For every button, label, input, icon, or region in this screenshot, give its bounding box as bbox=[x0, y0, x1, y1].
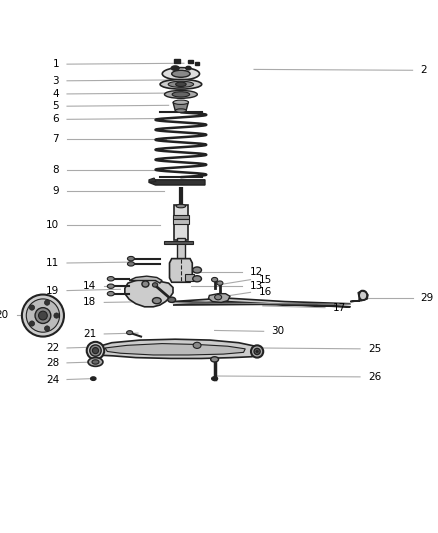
Bar bbox=[174, 205, 188, 240]
Ellipse shape bbox=[45, 300, 50, 305]
Text: 15: 15 bbox=[258, 274, 272, 285]
Ellipse shape bbox=[127, 262, 134, 266]
Ellipse shape bbox=[186, 66, 191, 70]
Polygon shape bbox=[149, 180, 205, 185]
Text: 28: 28 bbox=[46, 358, 59, 368]
Text: 24: 24 bbox=[46, 375, 59, 384]
Ellipse shape bbox=[29, 321, 35, 326]
Text: 13: 13 bbox=[250, 281, 263, 291]
Ellipse shape bbox=[107, 284, 114, 288]
Ellipse shape bbox=[107, 277, 114, 281]
Ellipse shape bbox=[142, 281, 149, 287]
Text: 14: 14 bbox=[83, 281, 96, 291]
Ellipse shape bbox=[256, 350, 258, 353]
Text: 26: 26 bbox=[368, 372, 381, 382]
Ellipse shape bbox=[29, 305, 35, 310]
Ellipse shape bbox=[176, 82, 186, 86]
Polygon shape bbox=[173, 102, 188, 110]
Text: 7: 7 bbox=[53, 134, 59, 144]
Ellipse shape bbox=[127, 256, 134, 261]
Ellipse shape bbox=[168, 297, 176, 302]
Ellipse shape bbox=[164, 91, 197, 98]
Ellipse shape bbox=[193, 267, 201, 273]
Text: 10: 10 bbox=[46, 220, 59, 230]
Ellipse shape bbox=[39, 311, 47, 320]
Text: 8: 8 bbox=[53, 165, 59, 175]
Text: 4: 4 bbox=[53, 89, 59, 99]
Ellipse shape bbox=[91, 377, 96, 381]
Text: 2: 2 bbox=[420, 65, 427, 75]
Bar bbox=[185, 274, 194, 281]
Ellipse shape bbox=[92, 348, 99, 354]
Ellipse shape bbox=[212, 278, 218, 282]
Ellipse shape bbox=[172, 70, 190, 77]
Ellipse shape bbox=[171, 66, 179, 70]
Polygon shape bbox=[350, 290, 368, 302]
Bar bbox=[173, 219, 189, 224]
Text: 6: 6 bbox=[53, 115, 59, 124]
Text: 21: 21 bbox=[83, 329, 96, 339]
Polygon shape bbox=[149, 178, 156, 182]
Ellipse shape bbox=[215, 295, 222, 300]
Text: 3: 3 bbox=[53, 76, 59, 86]
Ellipse shape bbox=[172, 92, 190, 97]
Text: 19: 19 bbox=[46, 286, 59, 296]
Text: 16: 16 bbox=[258, 287, 272, 297]
Polygon shape bbox=[95, 339, 257, 359]
Ellipse shape bbox=[193, 276, 201, 282]
Text: 22: 22 bbox=[46, 343, 59, 353]
Bar bbox=[173, 215, 189, 219]
Text: 1: 1 bbox=[53, 59, 59, 69]
Text: 25: 25 bbox=[368, 344, 381, 354]
Ellipse shape bbox=[251, 345, 263, 358]
Polygon shape bbox=[125, 279, 173, 307]
Ellipse shape bbox=[45, 326, 50, 331]
Bar bbox=[195, 62, 199, 65]
Polygon shape bbox=[208, 294, 230, 302]
Ellipse shape bbox=[162, 68, 199, 80]
Ellipse shape bbox=[87, 342, 104, 359]
Ellipse shape bbox=[88, 358, 103, 366]
Ellipse shape bbox=[168, 81, 194, 87]
Ellipse shape bbox=[254, 349, 260, 354]
Text: 17: 17 bbox=[333, 303, 346, 313]
Polygon shape bbox=[164, 241, 193, 244]
Ellipse shape bbox=[193, 342, 201, 349]
Ellipse shape bbox=[22, 295, 64, 336]
Ellipse shape bbox=[217, 281, 223, 285]
Ellipse shape bbox=[92, 360, 99, 364]
Ellipse shape bbox=[212, 377, 218, 381]
Text: 5: 5 bbox=[53, 101, 59, 111]
Text: 20: 20 bbox=[0, 310, 9, 320]
Ellipse shape bbox=[152, 282, 158, 287]
Ellipse shape bbox=[107, 292, 114, 296]
Ellipse shape bbox=[152, 297, 161, 304]
Ellipse shape bbox=[54, 313, 59, 318]
Text: 9: 9 bbox=[53, 186, 59, 196]
Bar bbox=[174, 59, 180, 63]
Ellipse shape bbox=[26, 299, 60, 332]
Polygon shape bbox=[105, 344, 245, 355]
Ellipse shape bbox=[127, 330, 133, 335]
Bar bbox=[177, 238, 185, 271]
Ellipse shape bbox=[175, 109, 186, 112]
Text: 30: 30 bbox=[272, 326, 285, 336]
Text: 29: 29 bbox=[420, 293, 434, 303]
Ellipse shape bbox=[173, 100, 188, 104]
Ellipse shape bbox=[160, 79, 201, 89]
Text: 18: 18 bbox=[83, 297, 96, 308]
Bar bbox=[188, 60, 193, 63]
Polygon shape bbox=[170, 259, 192, 282]
Text: 12: 12 bbox=[250, 267, 263, 277]
Ellipse shape bbox=[211, 357, 219, 362]
Ellipse shape bbox=[176, 204, 186, 208]
Polygon shape bbox=[173, 298, 350, 307]
Ellipse shape bbox=[90, 345, 101, 356]
Ellipse shape bbox=[35, 308, 51, 324]
Text: 11: 11 bbox=[46, 258, 59, 268]
Polygon shape bbox=[129, 276, 162, 283]
